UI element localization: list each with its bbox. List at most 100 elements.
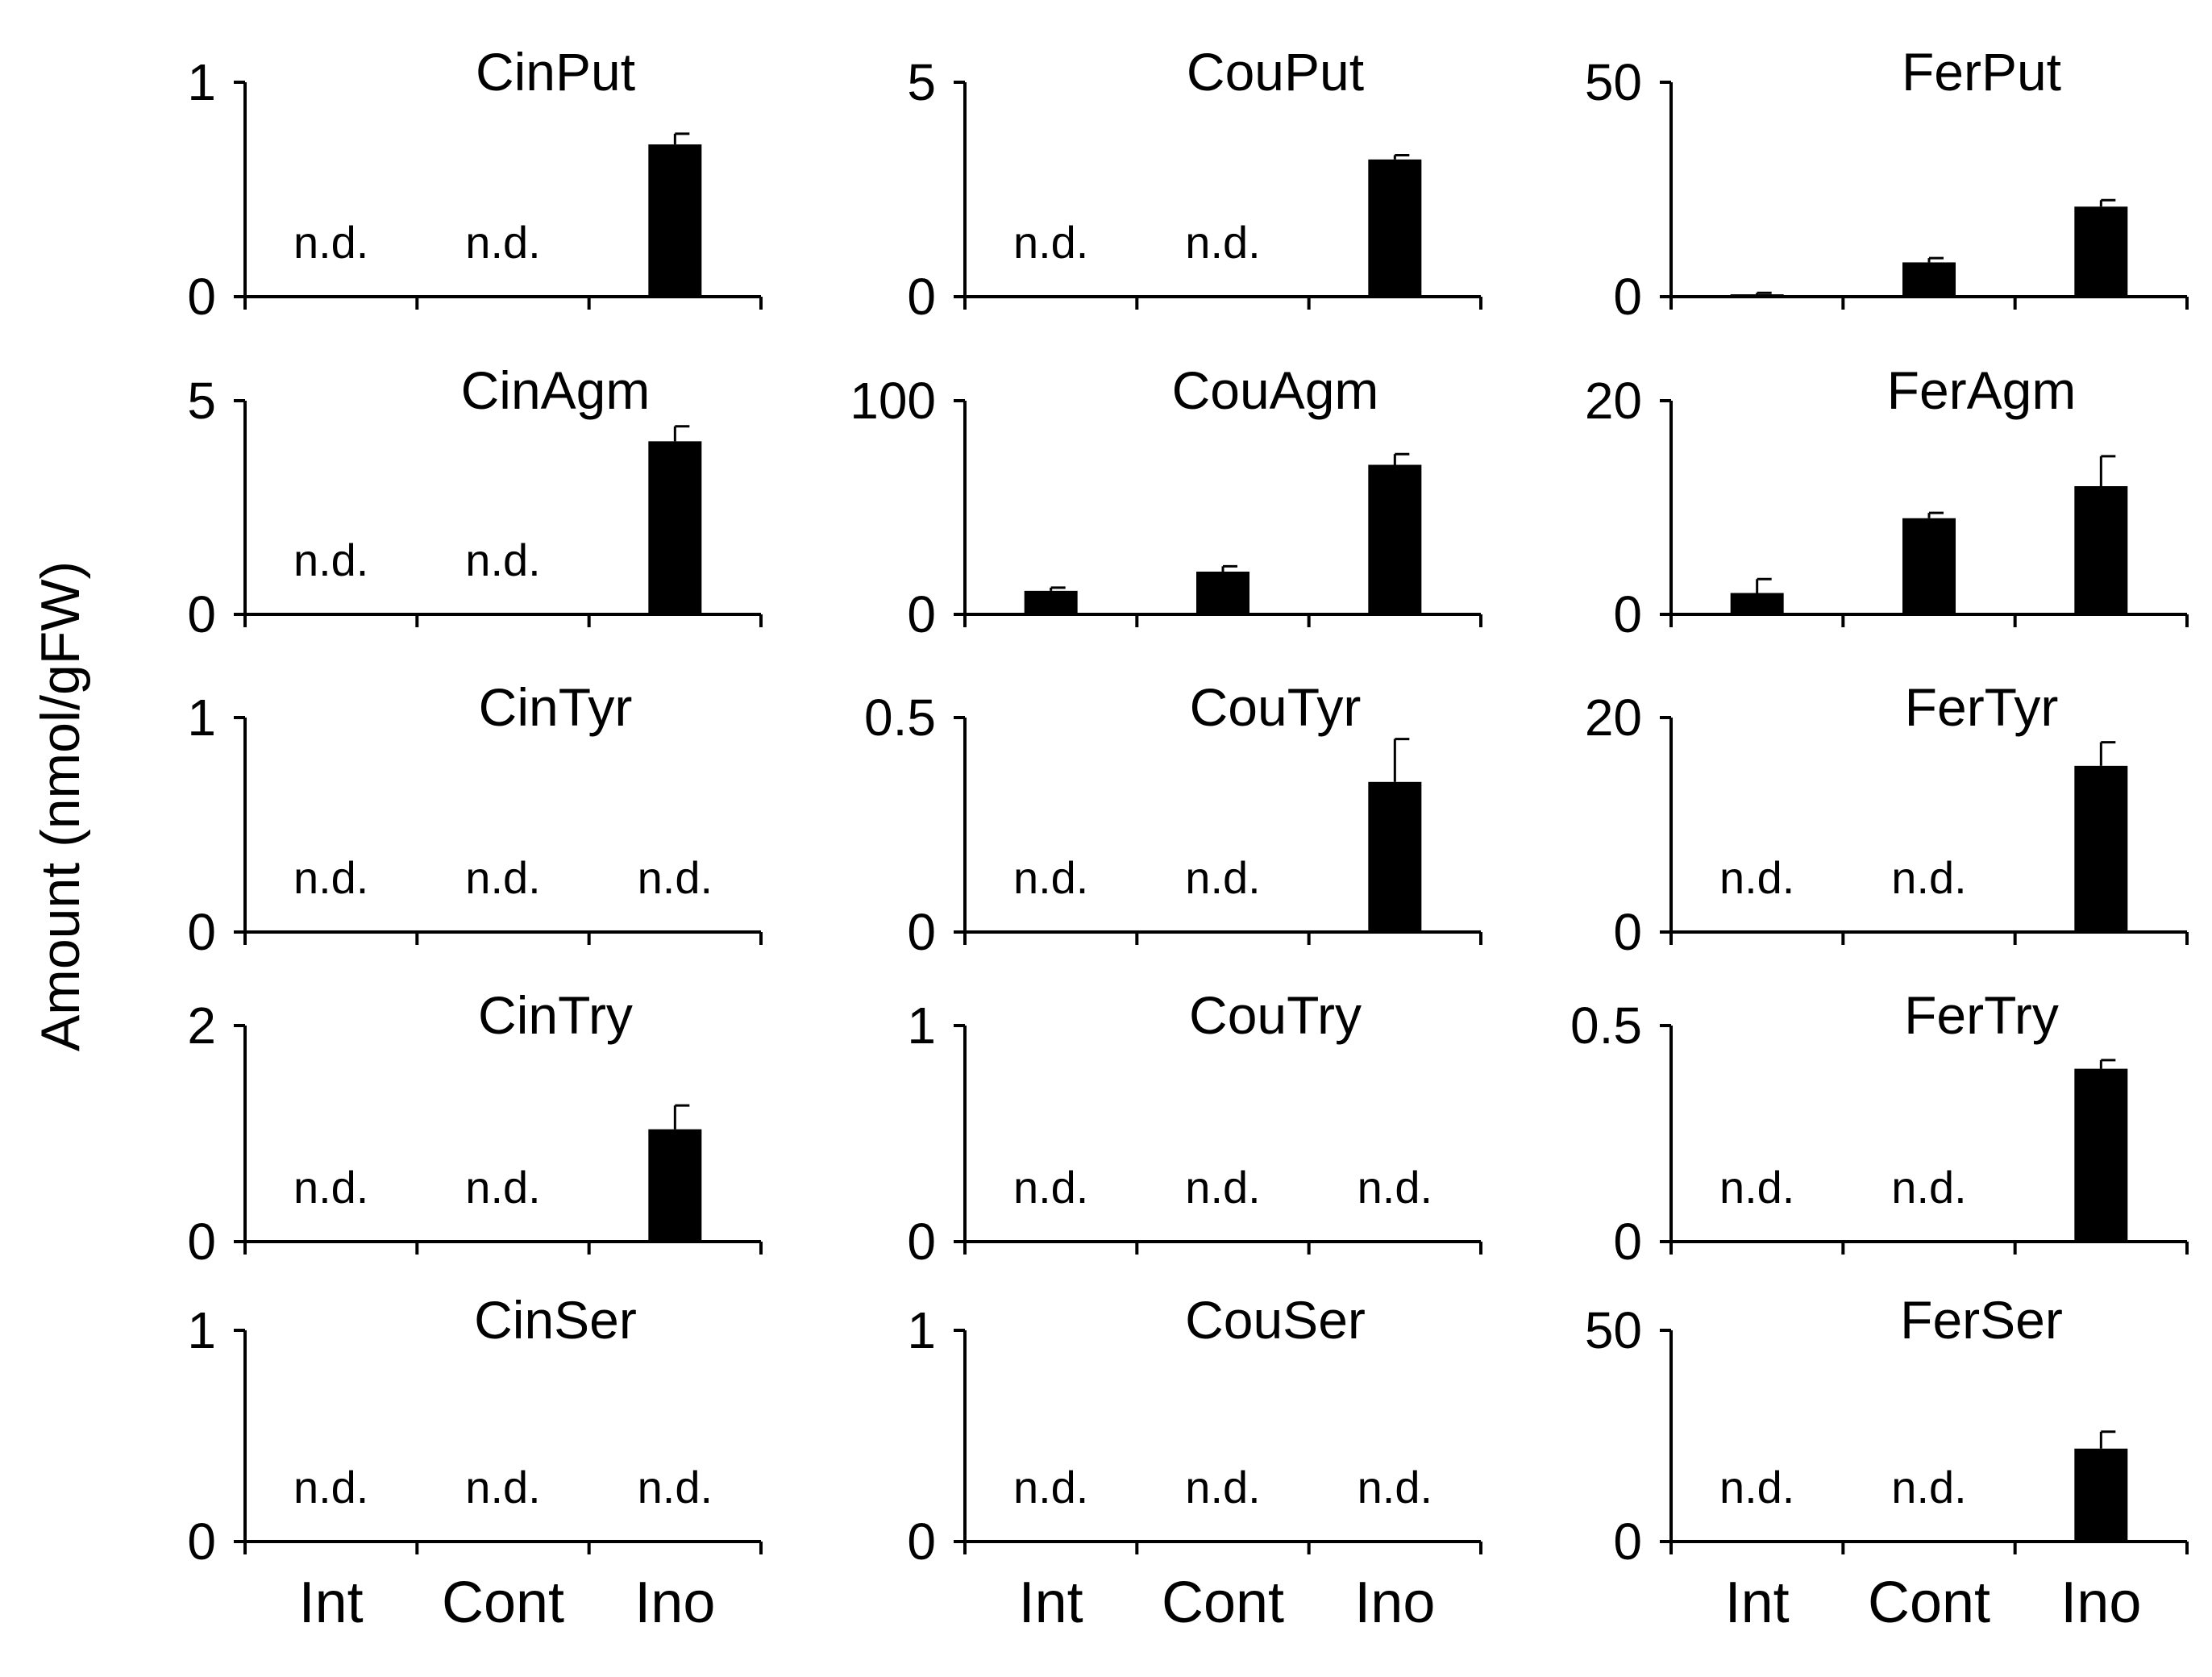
nd-label: n.d. — [1719, 1162, 1794, 1213]
nd-label: n.d. — [1185, 852, 1260, 903]
x-category-label: Ino — [1354, 1571, 1435, 1635]
y-tick-label: 1 — [187, 1301, 216, 1359]
panel-title: FerAgm — [1887, 360, 2077, 420]
x-category-label: Cont — [1868, 1571, 1990, 1635]
y-tick-label: 0.5 — [864, 689, 936, 747]
bar-cont — [1902, 518, 1956, 614]
nd-label: n.d. — [465, 1462, 540, 1513]
y-tick-label: 2 — [187, 997, 216, 1055]
bar-ino — [2074, 765, 2128, 932]
bar-ino — [1368, 781, 1422, 932]
panel-title: CouSer — [1185, 1290, 1366, 1350]
bar-cont — [1902, 262, 1956, 297]
nd-label: n.d. — [1719, 852, 1794, 903]
y-tick-label: 20 — [1585, 372, 1642, 430]
nd-label: n.d. — [465, 852, 540, 903]
nd-label: n.d. — [1013, 1462, 1088, 1513]
y-tick-label: 100 — [850, 372, 936, 430]
panel-title: CouAgm — [1172, 360, 1379, 420]
y-tick-label: 5 — [187, 372, 216, 430]
panel-title: CinTry — [478, 985, 633, 1045]
panel-coutry: CouTry 1 0 n.d. n.d. n.d. — [907, 985, 1482, 1271]
y-tick-label: 0 — [187, 268, 216, 326]
y-tick-label: 0 — [907, 903, 936, 961]
nd-label: n.d. — [293, 535, 368, 585]
x-category-label: Cont — [1162, 1571, 1284, 1635]
panel-ferput: FerPut 50 0 — [1585, 42, 2189, 326]
x-category-label: Cont — [442, 1571, 564, 1635]
y-tick-label: 0 — [907, 585, 936, 643]
panel-title: FerPut — [1902, 42, 2061, 102]
panel-title: CinPut — [476, 42, 635, 102]
x-category-label: Int — [1725, 1571, 1790, 1635]
y-tick-label: 0 — [187, 903, 216, 961]
y-tick-label: 0 — [187, 585, 216, 643]
bar-ino — [1368, 159, 1422, 297]
bar-ino — [648, 441, 702, 614]
panel-feragm: FerAgm 20 0 — [1585, 360, 2189, 643]
nd-label: n.d. — [1358, 1162, 1432, 1213]
panel-cinser: CinSer 1 0 n.d. n.d. n.d. Int Cont Ino — [187, 1290, 763, 1635]
nd-label: n.d. — [1013, 1162, 1088, 1213]
y-tick-label: 20 — [1585, 689, 1642, 747]
x-category-label: Ino — [634, 1571, 715, 1635]
x-category-label: Ino — [2060, 1571, 2141, 1635]
panel-ferser: FerSer 50 0 n.d. n.d. Int Cont Ino — [1585, 1290, 2189, 1635]
panel-cinput: CinPut 1 0 n.d. n.d. — [187, 42, 763, 326]
panel-title: CouTry — [1189, 985, 1362, 1045]
y-tick-label: 1 — [187, 689, 216, 747]
y-tick-label: 0 — [1613, 1213, 1642, 1271]
panel-title: CouPut — [1187, 42, 1364, 102]
bar-ino — [2074, 1068, 2128, 1242]
y-tick-label: 0 — [1613, 903, 1642, 961]
nd-label: n.d. — [1185, 217, 1260, 268]
nd-label: n.d. — [1013, 852, 1088, 903]
panel-title: CinAgm — [461, 360, 651, 420]
bar-ino — [648, 1129, 702, 1242]
y-tick-label: 1 — [187, 53, 216, 111]
bar-ino — [2074, 206, 2128, 297]
nd-label: n.d. — [1719, 1462, 1794, 1513]
y-tick-label: 1 — [907, 1301, 936, 1359]
panel-title: FerSer — [1900, 1290, 2063, 1350]
panel-title: CinSer — [474, 1290, 637, 1350]
panel-cintry: CinTry 2 0 n.d. n.d. — [187, 985, 763, 1271]
panel-cinagm: CinAgm 5 0 n.d. n.d. — [187, 360, 763, 643]
bar-cont — [1196, 572, 1249, 614]
nd-label: n.d. — [1185, 1462, 1260, 1513]
y-tick-label: 0 — [907, 1513, 936, 1571]
nd-label: n.d. — [465, 217, 540, 268]
bar-int — [1730, 593, 1784, 614]
panel-title: CouTyr — [1190, 677, 1362, 737]
nd-label: n.d. — [293, 1462, 368, 1513]
y-tick-label: 50 — [1585, 1301, 1642, 1359]
y-tick-label: 50 — [1585, 53, 1642, 111]
bar-int — [1730, 294, 1784, 297]
y-tick-label: 0.5 — [1570, 997, 1642, 1055]
panel-couput: CouPut 5 0 n.d. n.d. — [907, 42, 1482, 326]
nd-label: n.d. — [1358, 1462, 1432, 1513]
y-tick-label: 5 — [907, 53, 936, 111]
panel-couagm: CouAgm 100 0 — [850, 360, 1482, 643]
y-axis-label: Amount (nmol/gFW) — [30, 561, 91, 1051]
nd-label: n.d. — [1185, 1162, 1260, 1213]
bar-ino — [2074, 1448, 2128, 1542]
nd-label: n.d. — [293, 1162, 368, 1213]
y-tick-label: 0 — [187, 1213, 216, 1271]
bar-ino — [648, 144, 702, 297]
panel-cintyr: CinTyr 1 0 n.d. n.d. n.d. — [187, 677, 763, 961]
y-tick-label: 0 — [1613, 1513, 1642, 1571]
panel-fertry: FerTry 0.5 0 n.d. n.d. — [1570, 985, 2189, 1271]
x-category-label: Int — [299, 1571, 364, 1635]
panel-title: FerTry — [1904, 985, 2059, 1045]
y-tick-label: 0 — [1613, 585, 1642, 643]
bar-ino — [1368, 464, 1422, 614]
panel-title: CinTyr — [479, 677, 633, 737]
nd-label: n.d. — [638, 852, 713, 903]
bar-int — [1024, 590, 1078, 614]
panel-couser: CouSer 1 0 n.d. n.d. n.d. Int Cont Ino — [907, 1290, 1482, 1635]
nd-label: n.d. — [293, 852, 368, 903]
nd-label: n.d. — [293, 217, 368, 268]
